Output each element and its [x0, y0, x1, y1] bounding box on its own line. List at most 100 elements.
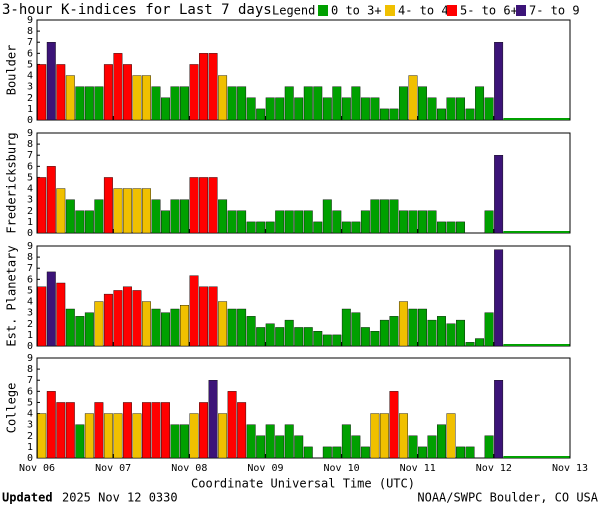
bar: [94, 199, 104, 234]
bar: [398, 301, 408, 347]
bar: [122, 64, 132, 121]
bar: [199, 286, 209, 347]
bar: [170, 199, 180, 234]
legend-entry: 4- to 4+: [398, 4, 456, 18]
bar: [389, 199, 399, 234]
bar: [103, 64, 113, 121]
bar: [408, 210, 418, 234]
y-tick-label: 1: [27, 104, 33, 115]
bar: [418, 86, 427, 121]
bar: [199, 402, 209, 459]
bar: [494, 155, 504, 234]
bar: [418, 446, 427, 459]
bar: [275, 435, 285, 459]
y-tick-label: 5: [27, 59, 33, 70]
bar: [370, 199, 380, 234]
y-tick-label: 0: [27, 453, 33, 464]
bar: [284, 424, 294, 459]
bar: [379, 413, 389, 459]
bar: [265, 97, 275, 121]
bar: [132, 290, 142, 347]
bar: [180, 199, 189, 234]
y-tick-label: 1: [27, 330, 33, 341]
y-tick-label: 3: [27, 195, 33, 206]
bar: [132, 75, 142, 121]
x-tick-label: Nov 12: [476, 463, 512, 474]
bar: [256, 221, 266, 234]
bar: [437, 424, 446, 459]
y-tick-label: 3: [27, 420, 33, 431]
bar: [132, 188, 142, 234]
bar: [161, 210, 170, 234]
bar: [284, 86, 294, 121]
bar: [246, 221, 256, 234]
bar: [341, 424, 351, 459]
bar: [227, 308, 237, 347]
bar: [427, 210, 437, 234]
bar: [322, 97, 332, 121]
bar: [389, 108, 399, 121]
y-tick-label: 3: [27, 82, 33, 93]
bar: [151, 402, 161, 459]
bar: [408, 435, 418, 459]
bar: [122, 286, 132, 347]
y-tick-label: 6: [27, 161, 33, 172]
bar: [294, 435, 304, 459]
bar: [303, 210, 313, 234]
bar: [408, 308, 418, 347]
bar: [456, 97, 466, 121]
bar: [351, 435, 361, 459]
bar: [208, 286, 218, 347]
legend-swatch: [318, 5, 328, 16]
y-tick-label: 4: [27, 409, 33, 420]
bar: [484, 210, 494, 234]
bar: [275, 327, 285, 347]
y-tick-label: 6: [27, 48, 33, 59]
bar: [151, 199, 161, 234]
chart-title: 3-hour K-indices for Last 7 days: [2, 2, 272, 18]
bar: [75, 210, 85, 234]
y-tick-label: 1: [27, 442, 33, 453]
y-tick-label: 9: [27, 128, 33, 139]
bar: [389, 391, 399, 459]
bar: [465, 446, 475, 459]
bar: [75, 424, 85, 459]
bar: [132, 413, 142, 459]
y-tick-label: 1: [27, 217, 33, 228]
bar: [332, 446, 342, 459]
y-axis-label: Boulder: [5, 45, 19, 96]
bar: [237, 308, 247, 347]
bar: [437, 221, 446, 234]
bar: [246, 97, 256, 121]
bar: [161, 402, 170, 459]
bar: [208, 177, 218, 234]
x-tick-label: Nov 06: [19, 463, 55, 474]
bar: [189, 275, 199, 347]
bar: [313, 221, 323, 234]
y-tick-label: 4: [27, 184, 33, 195]
bar: [398, 86, 408, 121]
bar: [475, 86, 485, 121]
bar: [303, 327, 313, 347]
bar: [94, 402, 104, 459]
x-tick-label: Nov 10: [324, 463, 360, 474]
bar: [170, 308, 180, 347]
bar: [456, 446, 466, 459]
bar: [237, 86, 247, 121]
bar: [103, 413, 113, 459]
bar: [37, 286, 47, 347]
bar: [37, 413, 47, 459]
bar: [341, 221, 351, 234]
bar: [180, 305, 189, 347]
bar: [161, 97, 170, 121]
plot-frame: [36, 357, 571, 459]
legend-swatch: [447, 5, 457, 16]
y-tick-label: 6: [27, 386, 33, 397]
y-tick-label: 0: [27, 341, 33, 352]
plot-frame: [36, 132, 571, 234]
bar: [113, 413, 123, 459]
y-tick-label: 3: [27, 308, 33, 319]
bar: [427, 435, 437, 459]
bar: [494, 42, 504, 121]
bar: [227, 391, 237, 459]
